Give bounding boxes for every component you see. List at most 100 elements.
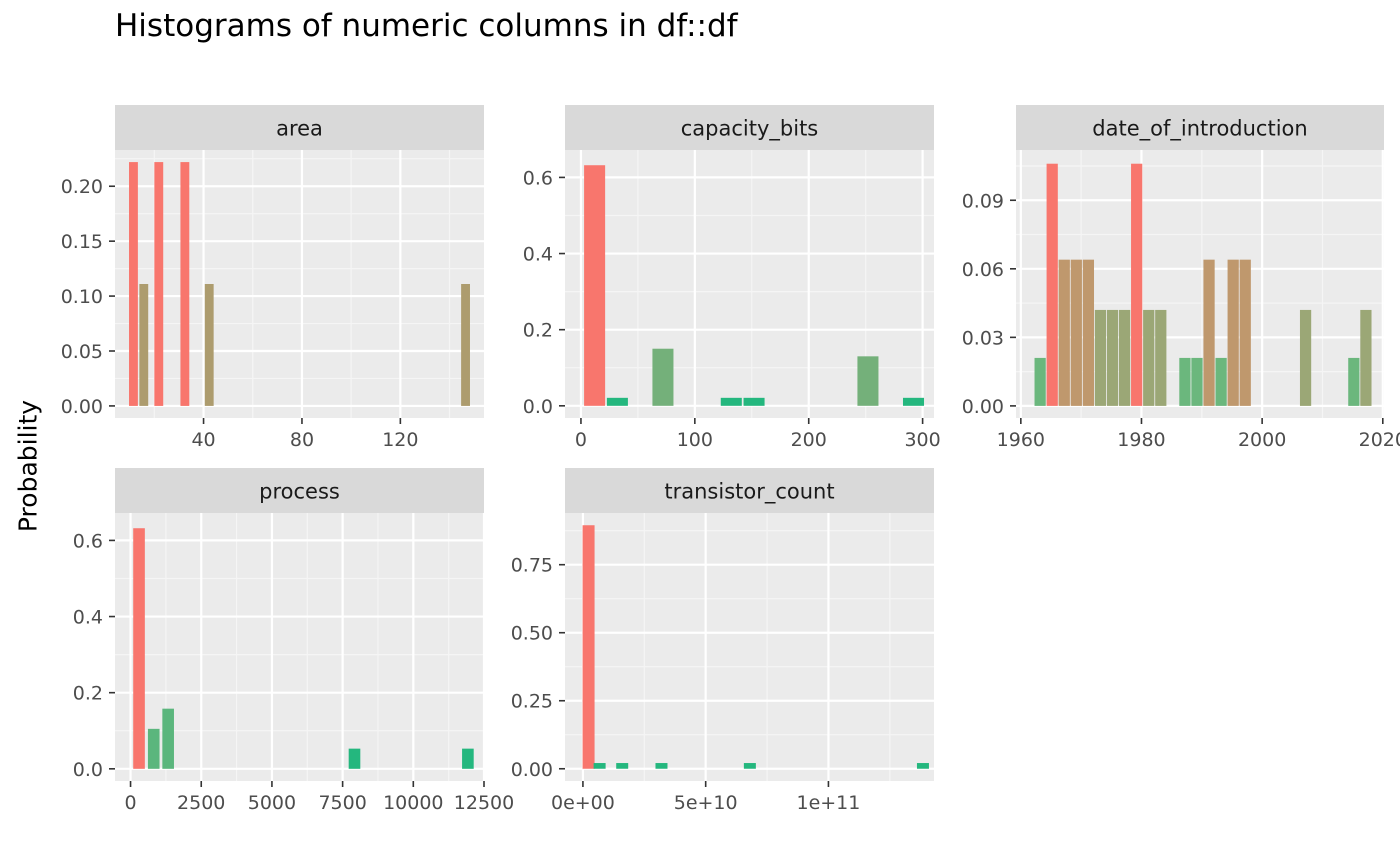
x-tick-label: 7500 <box>318 792 366 814</box>
histogram-bar <box>1299 309 1312 406</box>
histogram-bar <box>139 284 149 406</box>
histogram-bar <box>1094 309 1107 406</box>
histogram-bar <box>1118 309 1131 406</box>
y-tick-label: 0.0 <box>523 396 553 418</box>
facet-strip <box>565 468 934 513</box>
x-tick-label: 0 <box>125 792 137 814</box>
facet-strip-label: transistor_count <box>664 480 834 505</box>
histogram-bar <box>1215 357 1227 406</box>
x-tick-label: 1960 <box>997 429 1045 451</box>
histogram-bar <box>1203 259 1215 406</box>
x-tick-label: 100 <box>677 429 713 451</box>
y-tick-label: 0.15 <box>61 231 103 253</box>
x-tick-label: 120 <box>382 429 418 451</box>
y-tick-label: 0.00 <box>962 396 1004 418</box>
histogram-bar <box>857 356 879 406</box>
x-tick-label: 10000 <box>383 792 443 814</box>
histogram-bar <box>616 763 629 769</box>
x-tick-label: 1980 <box>1117 429 1165 451</box>
histogram-bar <box>348 748 361 769</box>
y-tick-label: 0.4 <box>523 244 553 266</box>
y-tick-label: 0.2 <box>523 320 553 342</box>
histogram-bar <box>1155 309 1167 406</box>
x-tick-label: 1e+11 <box>796 792 860 814</box>
x-tick-label: 12500 <box>454 792 514 814</box>
facet-strip <box>565 105 934 150</box>
y-tick-label: 0.0 <box>73 759 103 781</box>
histogram-bar <box>1034 357 1046 406</box>
y-tick-label: 0.09 <box>962 190 1004 212</box>
y-tick-label: 0.00 <box>511 759 553 781</box>
x-tick-label: 0 <box>575 429 587 451</box>
histogram-bar <box>582 525 595 769</box>
facet-strip-label: capacity_bits <box>681 117 819 142</box>
y-tick-label: 0.20 <box>61 176 103 198</box>
x-tick-label: 80 <box>290 429 314 451</box>
histogram-bar <box>1143 309 1155 406</box>
panel-background <box>565 513 934 781</box>
facet-panel-process: process 0.0 0.2 0.4 0.6 0 2500 5000 7500 10000 125… <box>73 468 514 814</box>
facet-panel-transistor_count: transistor_count 0.00 0.25 0.50 0.75 0e+00 5e+… <box>511 468 934 814</box>
histogram-bar <box>1070 259 1082 406</box>
histogram-bar <box>1239 259 1251 406</box>
facet-panel-area: area 0.00 0.05 0.10 0.15 0.20 40 80 120 <box>61 105 484 451</box>
histogram-bar <box>204 284 214 406</box>
x-tick-label: 0e+00 <box>551 792 615 814</box>
x-tick-label: 200 <box>791 429 827 451</box>
histogram-bar <box>462 748 474 769</box>
x-tick-label: 2500 <box>177 792 225 814</box>
x-tick-label: 2000 <box>1238 429 1286 451</box>
histogram-bar <box>154 162 164 406</box>
histogram-bar <box>1360 309 1372 406</box>
facet-strip <box>1016 105 1384 150</box>
x-tick-label: 5e+10 <box>674 792 738 814</box>
chart-title: Histograms of numeric columns in df::df <box>115 8 738 44</box>
y-tick-label: 0.6 <box>523 167 553 189</box>
x-tick-label: 40 <box>191 429 215 451</box>
y-tick-label: 0.25 <box>511 691 553 713</box>
y-tick-label: 0.06 <box>962 259 1004 281</box>
y-tick-label: 0.6 <box>73 530 103 552</box>
facet-strip-label: date_of_introduction <box>1092 117 1307 142</box>
histogram-bar <box>902 397 925 406</box>
facet-strip-label: process <box>259 480 340 504</box>
histogram-bar <box>1348 357 1360 406</box>
histogram-bar <box>1227 259 1239 406</box>
histogram-bar <box>606 397 628 406</box>
facet-strip-label: area <box>276 117 323 141</box>
panel-background <box>565 150 934 418</box>
histogram-bar <box>147 728 160 769</box>
histogram-bar <box>129 162 138 406</box>
histogram-bar <box>1179 357 1191 406</box>
histogram-bar <box>1058 259 1070 406</box>
histogram-bar <box>743 763 756 769</box>
y-tick-label: 0.50 <box>511 623 553 645</box>
y-tick-label: 0.75 <box>511 555 553 577</box>
facet-strip <box>115 105 484 150</box>
histogram-bar <box>1106 309 1119 406</box>
panel-background <box>115 513 484 781</box>
histogram-bar <box>584 165 606 406</box>
y-tick-label: 0.4 <box>73 607 103 629</box>
histogram-bar <box>461 284 470 406</box>
panel-background <box>115 150 484 418</box>
histogram-bar <box>162 708 174 769</box>
histogram-bar <box>593 763 606 769</box>
y-tick-label: 0.03 <box>962 327 1004 349</box>
histogram-bar <box>916 763 929 769</box>
histogram-bar <box>652 348 674 406</box>
histogram-bar <box>655 763 668 769</box>
y-tick-label: 0.2 <box>73 683 103 705</box>
facet-panel-date_of_introduction: date_of_introduction 0.00 0.03 0.06 0.09 1960… <box>962 105 1400 451</box>
y-tick-label: 0.10 <box>61 286 103 308</box>
facet-panel-capacity_bits: capacity_bits 0.0 0.2 0.4 0.6 0 100 200 300 <box>523 105 941 451</box>
histogram-bar <box>180 162 190 406</box>
x-tick-label: 2020 <box>1359 429 1400 451</box>
histogram-bar <box>743 397 765 406</box>
histogram-bar <box>1082 259 1095 406</box>
histogram-bar <box>1191 357 1203 406</box>
y-tick-label: 0.05 <box>61 341 103 363</box>
histogram-bar <box>133 528 145 769</box>
y-tick-label: 0.00 <box>61 396 103 418</box>
